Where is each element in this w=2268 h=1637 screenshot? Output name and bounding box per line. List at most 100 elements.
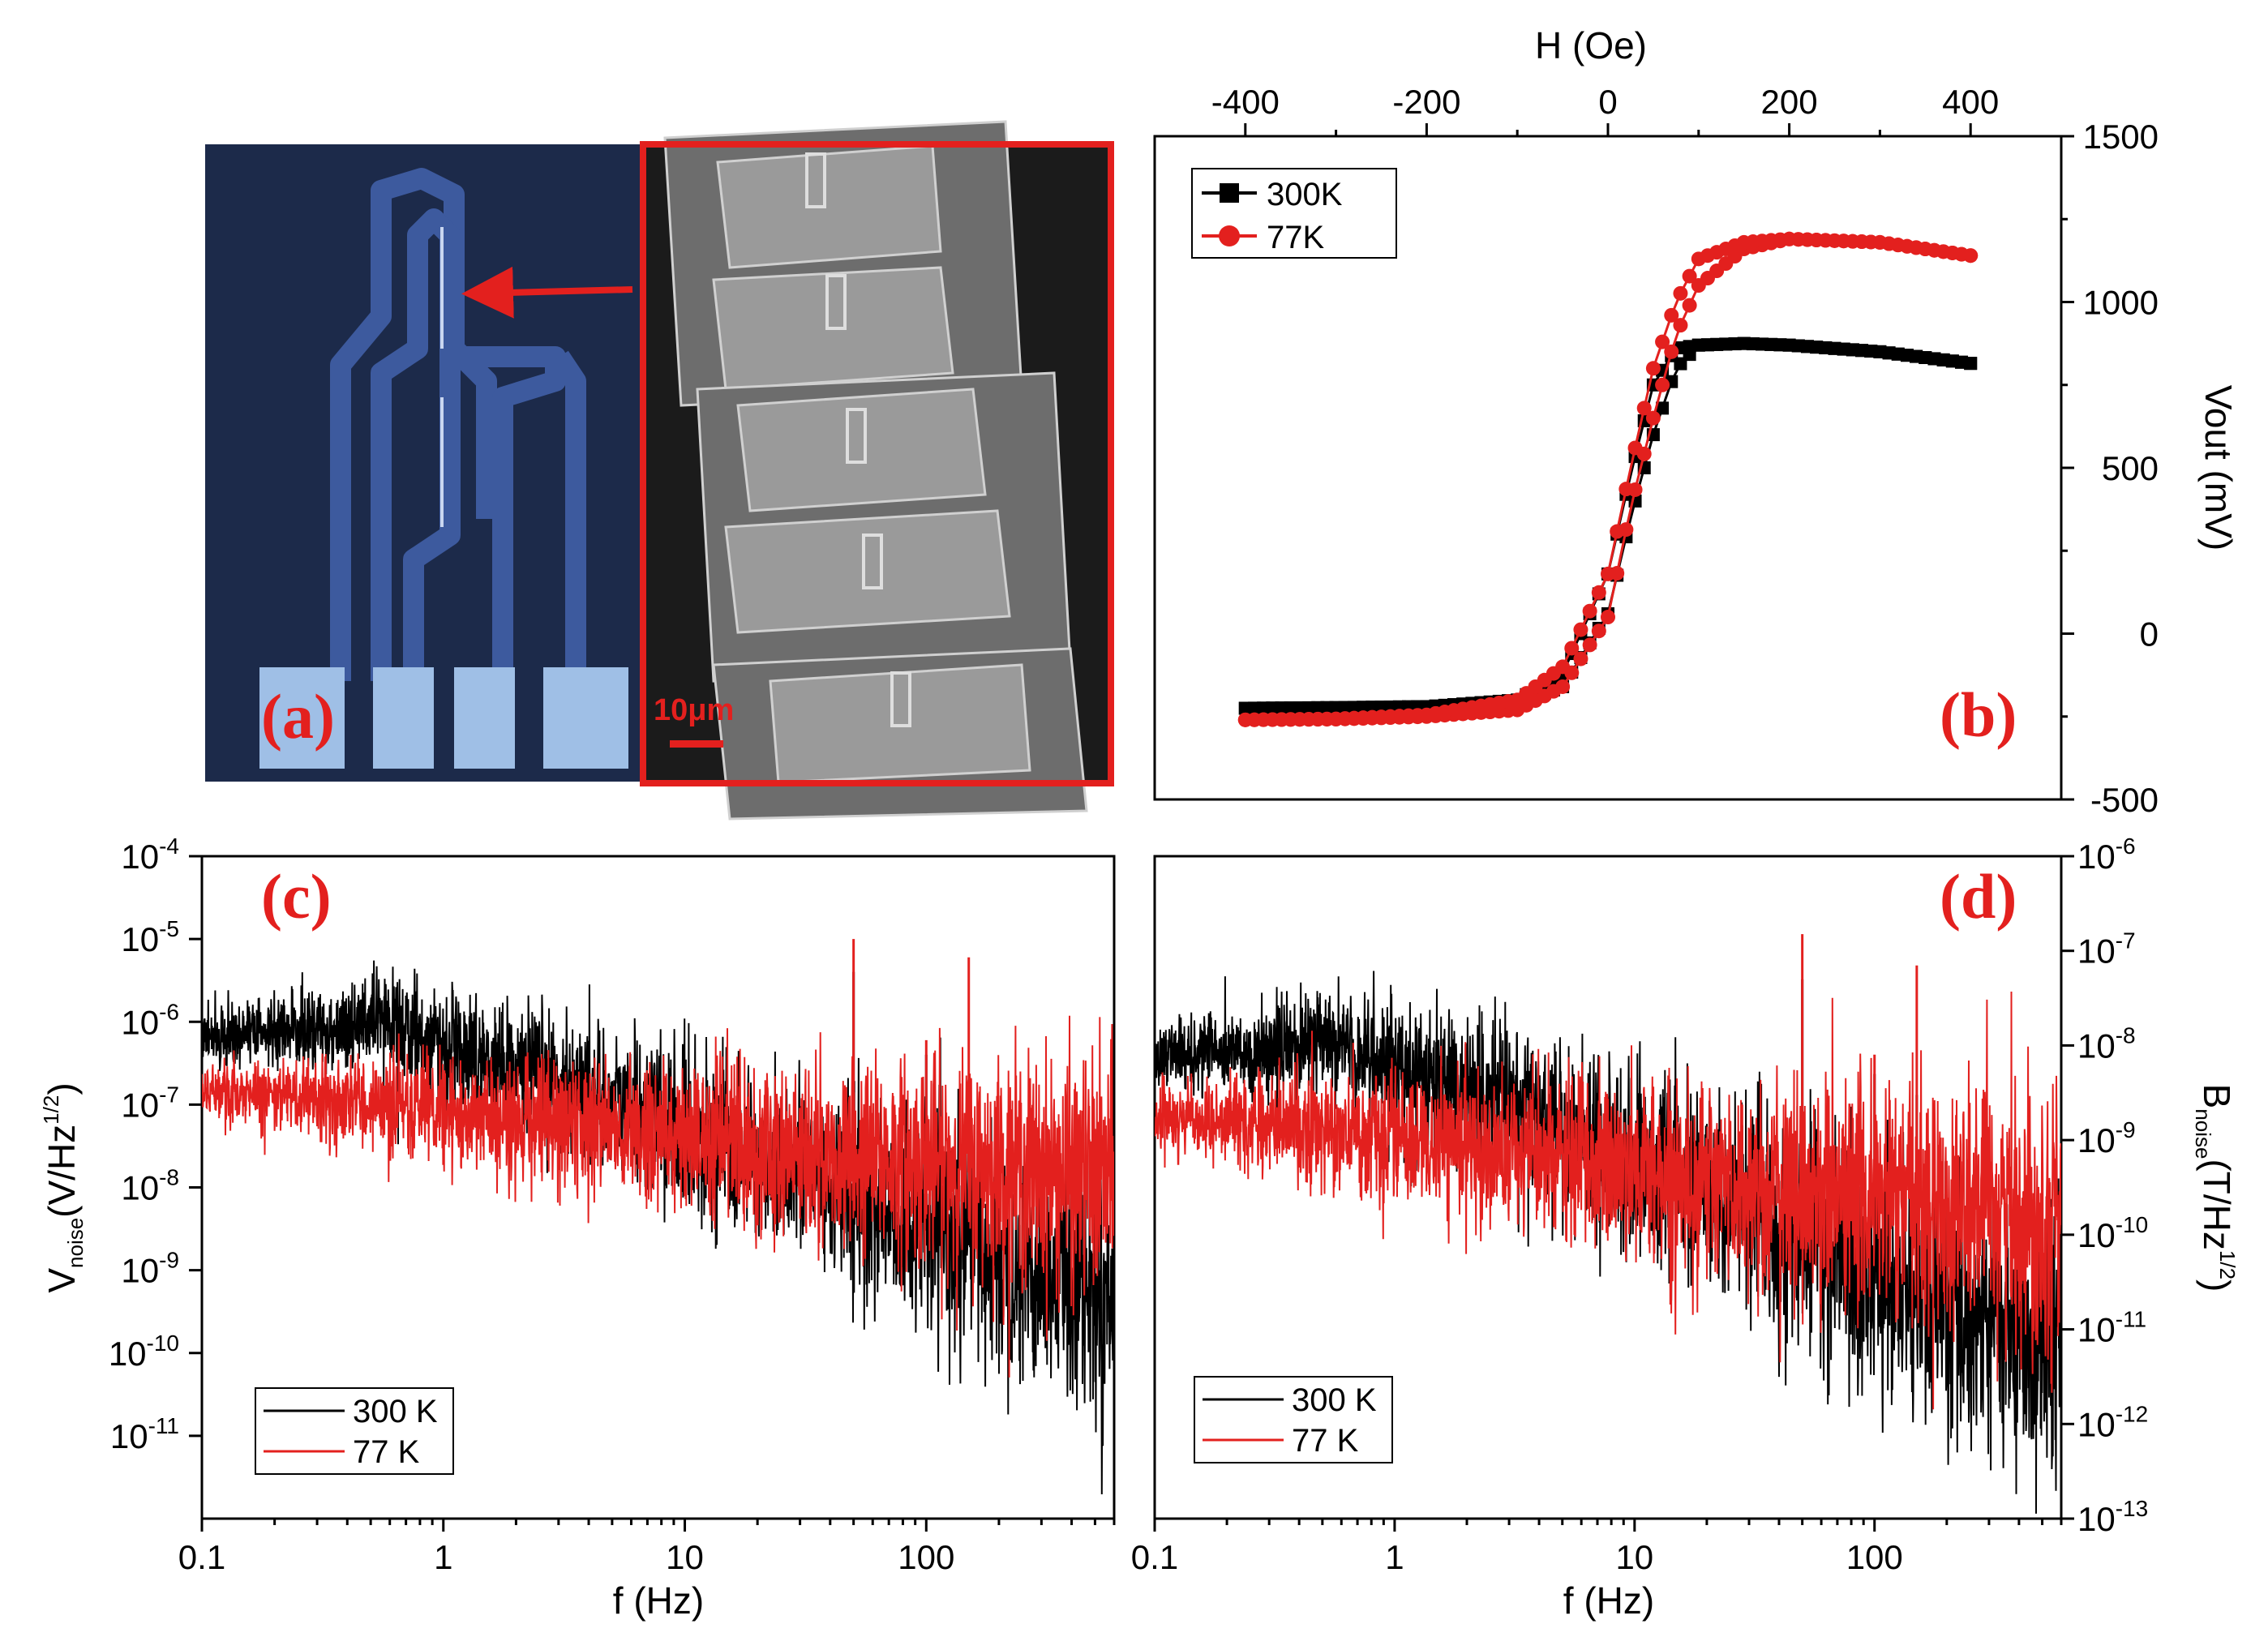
point-b-1-112: [1682, 268, 1697, 284]
ytick-label-c-0: 10-11: [110, 1413, 179, 1455]
point-b-1-48: [1673, 318, 1688, 333]
panel-label-c: (c): [261, 861, 332, 932]
point-b-1-125: [1564, 641, 1580, 656]
xtick-label-d-0: 0.1: [1131, 1538, 1178, 1576]
legend-b: 300K 77K: [1191, 168, 1397, 259]
panel-c: 0.1 1 10 100 10-11 10-10 10-9 10-8 10-7 10-6 10-5 1…: [39, 833, 1116, 1622]
data-b: [1237, 231, 1979, 727]
legend-label-b-1: 77K: [1267, 220, 1324, 255]
xtick-label-b-3: 200: [1761, 83, 1818, 121]
ytick-label-d-4: 10-9: [2077, 1117, 2136, 1159]
point-b-1-111: [1691, 251, 1706, 267]
ytick-label-b-1: 0: [2140, 615, 2159, 654]
point-b-1-45: [1645, 410, 1661, 426]
point-b-1-122: [1591, 585, 1606, 600]
legend-box-c: [255, 1387, 454, 1475]
legend-label-b-0: 300K: [1267, 177, 1343, 212]
panel-b: -400 -200 0 200 400 -500 0 500 1000 1500 H (Oe) V…: [1153, 24, 2240, 819]
ytick-label-b-4: 1500: [2083, 118, 2159, 156]
ytick-label-d-5: 10-8: [2077, 1022, 2136, 1065]
point-b-1-114: [1664, 307, 1679, 323]
xtick-label-c-2: 10: [666, 1538, 704, 1576]
ytick-label-b-3: 1000: [2083, 284, 2159, 322]
ticks-c: 0.1 1 10 100 10-11 10-10 10-9 10-8 10-7 10-6 10-5 1…: [109, 833, 1116, 1576]
legend-marker-b-1: [1219, 225, 1240, 246]
xlabel-d: f (Hz): [1563, 1579, 1654, 1622]
sem-blocks: [663, 120, 1088, 821]
point-b-1-116: [1645, 361, 1661, 376]
legend-label-c-0: 300 K: [353, 1394, 438, 1429]
ytick-label-d-6: 10-7: [2077, 928, 2136, 971]
ylabel-b: Vout (mV): [2197, 385, 2240, 551]
panel-label-d: (d): [1940, 861, 2017, 932]
legend-marker-b-0: [1220, 183, 1239, 203]
zoom-arrow: [461, 266, 633, 319]
point-b-1-119: [1618, 482, 1634, 497]
inset-frame: [640, 141, 1114, 786]
point-b-1-120: [1610, 524, 1625, 539]
ytick-label-d-7: 10-6: [2077, 833, 2136, 876]
point-b-1-46: [1655, 377, 1670, 392]
point-b-1-117: [1636, 401, 1652, 416]
panel-label-b: (b): [1940, 679, 2017, 750]
ytick-label-d-3: 10-10: [2077, 1212, 2148, 1254]
data-d: [1155, 934, 2061, 1514]
legend-label-c-1: 77 K: [353, 1434, 420, 1470]
ytick-label-d-0: 10-13: [2077, 1496, 2148, 1538]
point-b-1-39: [1591, 624, 1606, 639]
scale-bar: [670, 740, 723, 748]
legend-box-d: [1194, 1376, 1393, 1463]
legend-d: 300 K 77 K: [1194, 1376, 1393, 1463]
series-d-1: [1155, 991, 2061, 1410]
data-c: [202, 939, 1114, 1495]
ytick-label-b-2: 500: [2102, 449, 2159, 487]
xtick-label-b-2: 0: [1598, 83, 1617, 121]
legend-label-d-0: 300 K: [1292, 1382, 1377, 1418]
xlabel-b: H (Oe): [1535, 24, 1647, 66]
ytick-label-c-7: 10-4: [121, 833, 179, 876]
xtick-label-c-3: 100: [898, 1538, 954, 1576]
xtick-label-c-1: 1: [434, 1538, 452, 1576]
xlabel-c: f (Hz): [613, 1579, 704, 1622]
point-b-0-46: [1656, 401, 1670, 415]
point-b-0-161: [1238, 701, 1252, 715]
point-b-1-121: [1601, 566, 1615, 581]
ylabel-c: Vnoise(V/Hz1/2): [39, 1082, 88, 1292]
ytick-label-b-0: -500: [2090, 781, 2159, 819]
contact-pads: [259, 667, 628, 769]
point-b-1-37: [1573, 651, 1588, 666]
xtick-label-d-3: 100: [1846, 1538, 1903, 1576]
panel-d: 0.1 1 10 100 10-13 10-12 10-11 10-10 10-9 10-8 10-…: [1131, 833, 2240, 1622]
legend-label-d-1: 77 K: [1292, 1423, 1359, 1459]
xtick-label-d-1: 1: [1385, 1538, 1404, 1576]
ytick-label-c-2: 10-9: [121, 1248, 179, 1290]
scale-bar-label: 10μm: [654, 693, 734, 727]
point-b-1-40: [1601, 610, 1615, 625]
ticks-b: -400 -200 0 200 400 -500 0 500 1000 1500: [1211, 83, 2159, 819]
xtick-label-b-1: -200: [1392, 83, 1460, 121]
point-b-1-161: [1237, 712, 1253, 727]
panel-label-a: (a): [261, 681, 335, 752]
point-b-1-118: [1627, 440, 1643, 456]
device-traces: [330, 168, 586, 681]
panel-a: 10μm (a): [205, 120, 1114, 821]
series-line-b-0: [1245, 342, 1971, 709]
ytick-label-c-6: 10-5: [121, 916, 179, 958]
ytick-label-c-3: 10-8: [121, 1165, 179, 1207]
ytick-label-d-1: 10-12: [2077, 1401, 2148, 1443]
series-c-1: [202, 1015, 1114, 1378]
series-line-b-1: [1245, 238, 1971, 722]
ytick-label-c-1: 10-10: [109, 1331, 179, 1373]
point-b-1-38: [1582, 637, 1597, 653]
point-b-1-124: [1573, 622, 1588, 637]
point-b-1-113: [1673, 285, 1688, 301]
point-b-1-123: [1582, 603, 1597, 619]
xtick-label-d-2: 10: [1615, 1538, 1653, 1576]
ytick-label-d-2: 10-11: [2077, 1307, 2146, 1349]
legend-c: 300 K 77 K: [255, 1387, 454, 1475]
point-b-1-47: [1664, 344, 1679, 359]
ylabel-d: Bnoise(T/Hz1/2): [2191, 1084, 2240, 1292]
point-b-1-115: [1655, 334, 1670, 349]
ytick-label-c-5: 10-6: [121, 999, 179, 1041]
xtick-label-b-4: 400: [1942, 83, 1999, 121]
